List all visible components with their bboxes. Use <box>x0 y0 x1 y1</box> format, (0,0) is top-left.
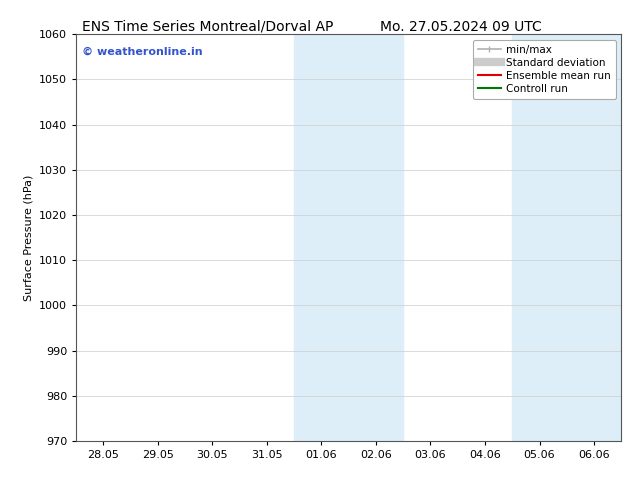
Legend: min/max, Standard deviation, Ensemble mean run, Controll run: min/max, Standard deviation, Ensemble me… <box>473 40 616 99</box>
Bar <box>512 34 621 441</box>
Text: Mo. 27.05.2024 09 UTC: Mo. 27.05.2024 09 UTC <box>380 20 542 34</box>
Y-axis label: Surface Pressure (hPa): Surface Pressure (hPa) <box>23 174 34 301</box>
Text: ENS Time Series Montreal/Dorval AP: ENS Time Series Montreal/Dorval AP <box>82 20 333 34</box>
Text: © weatheronline.in: © weatheronline.in <box>82 47 202 56</box>
Bar <box>294 34 403 441</box>
